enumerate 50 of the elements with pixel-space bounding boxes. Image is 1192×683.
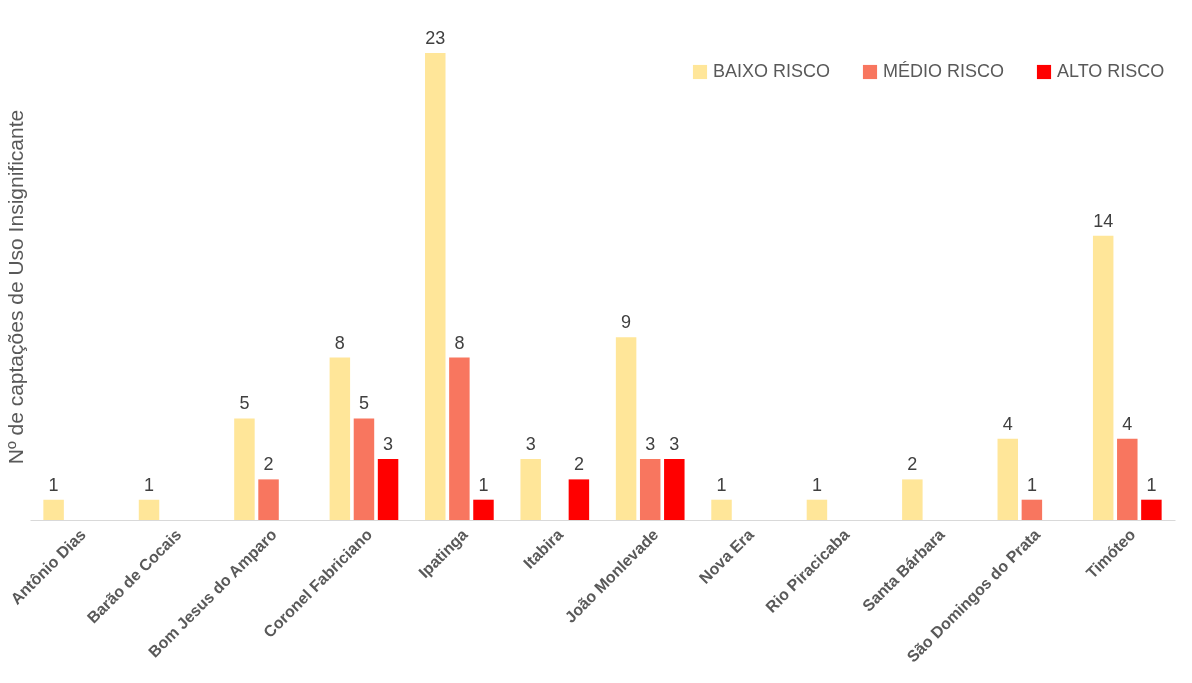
- data-label: 3: [383, 434, 394, 455]
- bar: [902, 479, 923, 520]
- data-label: 8: [334, 332, 345, 353]
- data-label: 1: [1146, 474, 1157, 495]
- data-label: 23: [425, 28, 446, 48]
- bar: [520, 459, 541, 520]
- legend-label: MÉDIO RISCO: [883, 61, 1005, 81]
- data-label: 1: [478, 474, 489, 495]
- bar: [806, 499, 828, 520]
- data-label: 1: [811, 474, 822, 495]
- bar: [473, 499, 494, 520]
- data-label: 3: [669, 434, 680, 455]
- bar: [664, 459, 685, 520]
- bar: [138, 499, 160, 520]
- data-label: 2: [573, 454, 584, 475]
- data-label: 1: [1026, 474, 1037, 495]
- bar: [1092, 235, 1114, 520]
- legend-label: BAIXO RISCO: [713, 61, 831, 81]
- data-label: 5: [358, 393, 369, 414]
- data-label: 4: [1002, 413, 1013, 434]
- data-label: 4: [1122, 413, 1133, 434]
- bar: [639, 459, 661, 520]
- data-label: 2: [263, 454, 274, 475]
- bar: [615, 337, 637, 520]
- data-label: 3: [525, 434, 536, 455]
- data-label: 3: [645, 434, 656, 455]
- bar: [258, 479, 279, 520]
- bar: [425, 53, 446, 520]
- bar: [568, 479, 590, 520]
- bar: [1141, 499, 1162, 520]
- bar: [997, 438, 1019, 520]
- y-axis-title: Nº de captações de Uso Insignificante: [3, 109, 27, 465]
- bar: [234, 418, 255, 520]
- bar: [449, 357, 470, 520]
- bar: [1021, 499, 1043, 520]
- bar: [377, 459, 399, 520]
- data-label: 9: [621, 312, 632, 333]
- bar: [353, 418, 375, 520]
- bar: [1117, 438, 1138, 520]
- bar: [43, 499, 64, 520]
- legend-label: ALTO RISCO: [1057, 61, 1165, 81]
- bar: [329, 357, 351, 520]
- data-label: 1: [48, 474, 59, 495]
- data-label: 8: [454, 332, 465, 353]
- data-label: 1: [716, 474, 727, 495]
- data-label: 14: [1093, 210, 1114, 231]
- data-label: 5: [239, 393, 250, 414]
- bar: [711, 499, 732, 520]
- data-label: 2: [907, 454, 918, 475]
- data-label: 1: [144, 474, 155, 495]
